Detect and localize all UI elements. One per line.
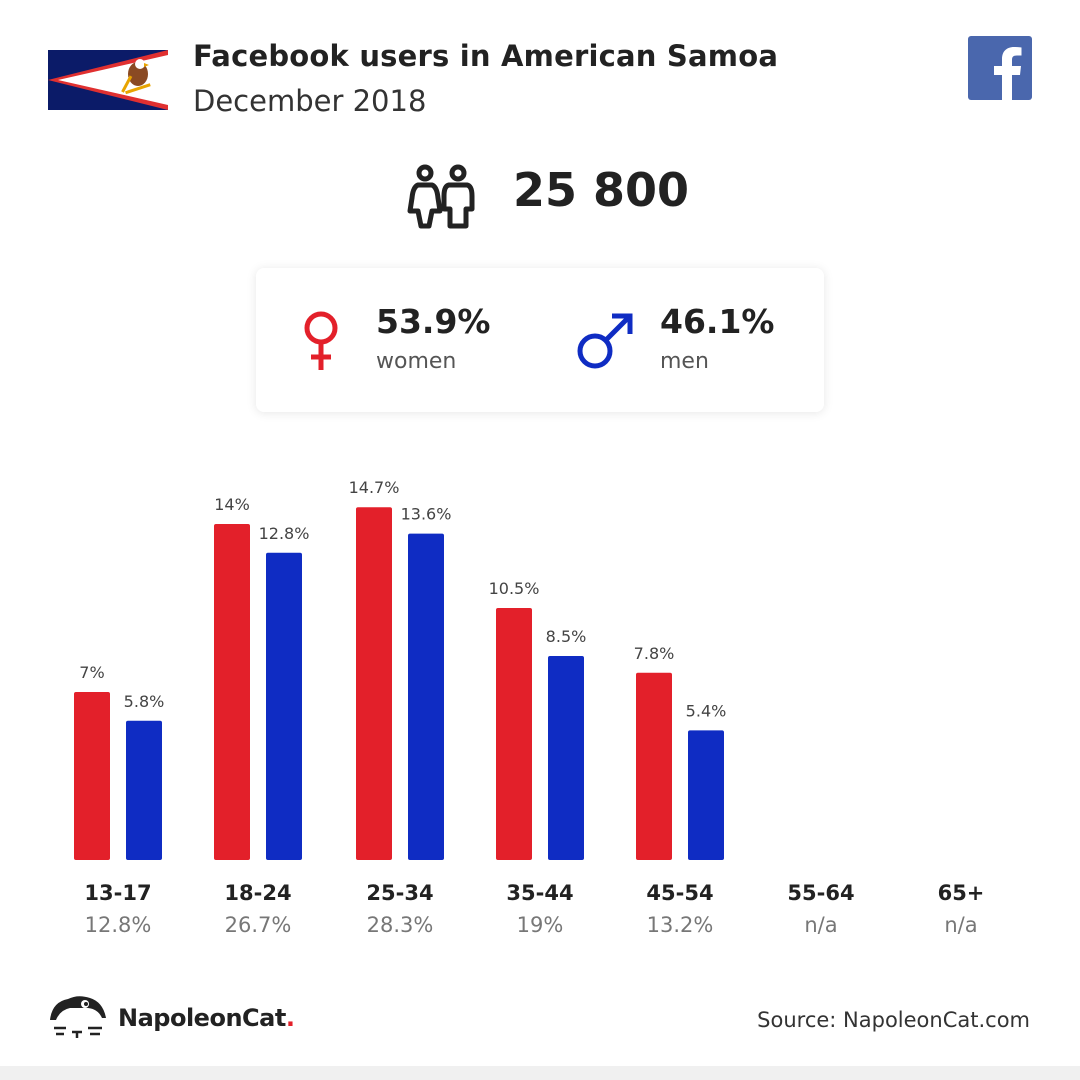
category-total: 19% xyxy=(517,913,564,937)
category-label: 18-24 xyxy=(224,881,291,905)
bottom-strip xyxy=(0,1066,1080,1080)
category-label: 45-54 xyxy=(646,881,713,905)
category-label: 55-64 xyxy=(787,881,854,905)
category-total: 12.8% xyxy=(85,913,152,937)
category-total: 13.2% xyxy=(647,913,714,937)
gender-card xyxy=(256,268,824,412)
data-label-men-13-17: 5.8% xyxy=(124,692,165,711)
men-percent: 46.1% xyxy=(660,302,775,341)
category-label: 35-44 xyxy=(506,881,573,905)
data-label-women-25-34: 14.7% xyxy=(349,478,400,497)
male-symbol-icon xyxy=(577,313,633,369)
bar-men-35-44 xyxy=(548,656,584,860)
bar-men-13-17 xyxy=(126,720,162,860)
category-label: 25-34 xyxy=(366,881,433,905)
bar-men-18-24 xyxy=(266,552,302,860)
brand-name: NapoleonCat. xyxy=(118,1004,295,1032)
people-icon xyxy=(407,164,475,229)
category-total: 28.3% xyxy=(367,913,434,937)
bar-women-45-54 xyxy=(636,672,672,860)
category-label: 13-17 xyxy=(84,881,151,905)
age-gender-bar-chart: 7%5.8%13-1712.8%14%12.8%18-2426.7%14.7%1… xyxy=(74,478,985,937)
bar-women-13-17 xyxy=(74,692,110,860)
women-label: women xyxy=(376,349,457,374)
female-symbol-icon xyxy=(304,311,338,370)
total-users-value: 25 800 xyxy=(513,163,690,217)
bar-men-25-34 xyxy=(408,533,444,860)
data-label-men-35-44: 8.5% xyxy=(546,627,587,646)
data-label-men-25-34: 13.6% xyxy=(401,505,452,524)
data-label-women-35-44: 10.5% xyxy=(489,579,540,598)
women-percent: 53.9% xyxy=(376,302,491,341)
bar-men-45-54 xyxy=(688,730,724,860)
page-title: Facebook users in American Samoa xyxy=(193,39,779,73)
bar-women-18-24 xyxy=(214,524,250,860)
category-total: n/a xyxy=(944,913,977,937)
facebook-logo-icon xyxy=(968,36,1032,100)
data-label-women-45-54: 7.8% xyxy=(634,644,675,663)
bar-women-35-44 xyxy=(496,608,532,860)
category-label: 65+ xyxy=(938,881,985,905)
data-label-women-13-17: 7% xyxy=(79,663,104,682)
data-label-men-45-54: 5.4% xyxy=(686,701,727,720)
page-subtitle: December 2018 xyxy=(193,84,427,118)
data-label-women-18-24: 14% xyxy=(214,495,250,514)
men-label: men xyxy=(660,349,709,374)
data-label-men-18-24: 12.8% xyxy=(259,524,310,543)
category-total: n/a xyxy=(804,913,837,937)
category-total: 26.7% xyxy=(225,913,292,937)
bar-women-25-34 xyxy=(356,507,392,860)
brand-dot: . xyxy=(285,1004,295,1032)
source-text: Source: NapoleonCat.com xyxy=(757,1008,1030,1032)
napoleoncat-logo-icon xyxy=(50,996,106,1038)
american-samoa-flag-icon xyxy=(48,50,168,110)
